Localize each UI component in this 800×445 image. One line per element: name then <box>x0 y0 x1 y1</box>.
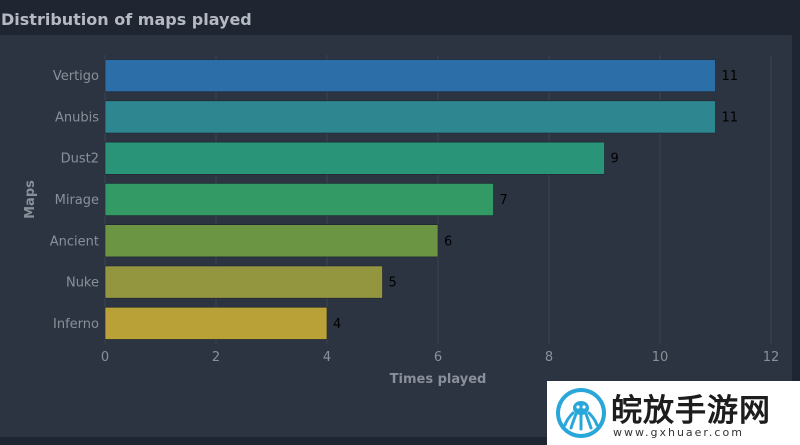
y-tick-label: Anubis <box>55 110 99 125</box>
x-tick-label: 4 <box>323 350 331 365</box>
x-tick-label: 8 <box>545 350 553 365</box>
x-axis-title: Times played <box>390 372 487 387</box>
data-label: 5 <box>389 276 397 291</box>
data-label: 11 <box>722 69 739 84</box>
bar <box>104 59 716 93</box>
watermark: 皖放手游网 www.gxhuaer.com <box>547 381 800 445</box>
y-tick-label: Ancient <box>50 234 99 249</box>
data-label: 11 <box>722 110 739 125</box>
bar <box>104 265 383 299</box>
y-tick-label: Inferno <box>53 317 99 332</box>
bar <box>104 183 494 216</box>
bar <box>104 306 328 340</box>
watermark-url: www.gxhuaer.com <box>613 426 744 439</box>
y-tick-label: Mirage <box>55 193 99 208</box>
chart-title: Distribution of maps played <box>1 10 252 29</box>
data-label: 6 <box>444 234 452 249</box>
x-tick-label: 10 <box>652 350 669 365</box>
x-tick-label: 2 <box>212 350 220 365</box>
y-tick-label: Vertigo <box>53 69 99 84</box>
bar <box>104 224 439 258</box>
watermark-text: 皖放手游网 <box>611 393 771 429</box>
x-tick-label: 0 <box>101 350 109 365</box>
y-tick-label: Dust2 <box>61 152 99 167</box>
octopus-logo-icon <box>556 388 606 438</box>
data-label: 7 <box>500 193 508 208</box>
data-label: 4 <box>333 317 341 332</box>
y-tick-label: Nuke <box>66 276 99 291</box>
x-tick-label: 12 <box>763 350 780 365</box>
x-tick-label: 6 <box>434 350 442 365</box>
bar <box>104 141 605 175</box>
data-label: 9 <box>611 152 619 167</box>
bar <box>104 100 716 134</box>
y-axis-title: Maps <box>23 180 38 219</box>
